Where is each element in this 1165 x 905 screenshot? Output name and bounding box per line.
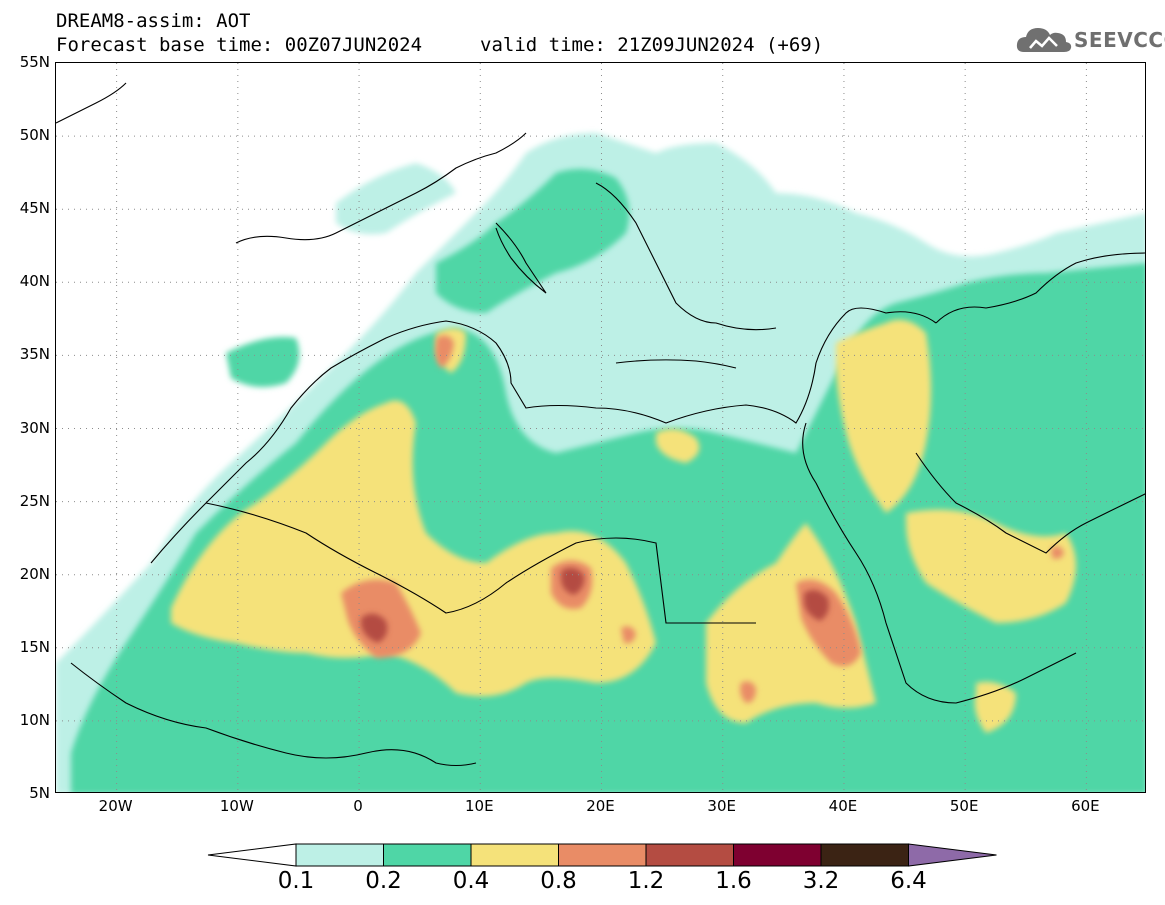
- colorbar-label: 0.2: [365, 868, 402, 894]
- colorbar-label: 3.2: [802, 868, 840, 894]
- forecast-base-time: Forecast base time: 00Z07JUN2024: [56, 34, 423, 56]
- lat-tick-label: 10N: [19, 710, 50, 729]
- colorbar-label: 0.8: [540, 868, 577, 894]
- lon-tick-label: 40E: [828, 797, 858, 815]
- map-title: DREAM8-assim: AOT: [56, 10, 251, 32]
- colorbar-label: 0.4: [452, 868, 490, 894]
- colorbar-swatch: [295, 843, 384, 867]
- colorbar-swatch: [470, 843, 559, 867]
- lon-tick-label: 0: [353, 797, 363, 815]
- lat-tick-label: 35N: [19, 345, 50, 364]
- map-panel: [55, 62, 1146, 793]
- lat-tick-label: 5N: [29, 784, 50, 802]
- colorbar-swatch: [645, 843, 734, 867]
- colorbar-above-arrow: [908, 843, 997, 867]
- colorbar-below-arrow: [207, 843, 297, 867]
- aot-map: [56, 63, 1145, 792]
- lat-tick-label: 40N: [19, 272, 50, 291]
- aot-band-0.4: [171, 319, 1076, 733]
- lon-tick-label: 10W: [219, 797, 254, 815]
- colorbar-swatch: [383, 843, 472, 867]
- lon-tick-label: 20W: [98, 797, 133, 815]
- colorbar-swatch: [558, 843, 647, 867]
- lat-tick-label: 30N: [19, 418, 50, 437]
- colorbar-label: 1.2: [627, 868, 665, 894]
- lat-tick-label: 20N: [19, 564, 50, 583]
- lon-tick-label: 10E: [464, 797, 494, 815]
- lat-tick-label: 55N: [19, 53, 50, 71]
- colorbar-swatch: [820, 843, 909, 867]
- lat-tick-label: 50N: [19, 126, 50, 145]
- lon-tick-label: 50E: [949, 797, 979, 815]
- seevccc-logo: SEEVCCC: [1016, 24, 1165, 56]
- cloud-icon: [1016, 28, 1072, 52]
- lon-tick-label: 60E: [1071, 797, 1100, 815]
- logo-text: SEEVCCC: [1074, 28, 1165, 52]
- colorbar-swatch: [733, 843, 822, 867]
- colorbar-label: 6.4: [890, 868, 927, 894]
- colorbar-label: 1.6: [715, 868, 752, 894]
- valid-time: valid time: 21Z09JUN2024 (+69): [480, 34, 824, 56]
- aot-colorbar: [207, 843, 997, 867]
- lon-tick-label: 20E: [586, 797, 615, 815]
- coastlines: [56, 82, 1145, 767]
- lat-tick-label: 25N: [19, 491, 50, 510]
- colorbar-label: 0.1: [277, 868, 315, 894]
- forecast-times: Forecast base time: 00Z07JUN2024 valid ti…: [56, 34, 823, 56]
- lat-tick-label: 15N: [19, 637, 50, 656]
- lat-tick-label: 45N: [19, 199, 50, 218]
- lon-tick-label: 30E: [707, 797, 737, 815]
